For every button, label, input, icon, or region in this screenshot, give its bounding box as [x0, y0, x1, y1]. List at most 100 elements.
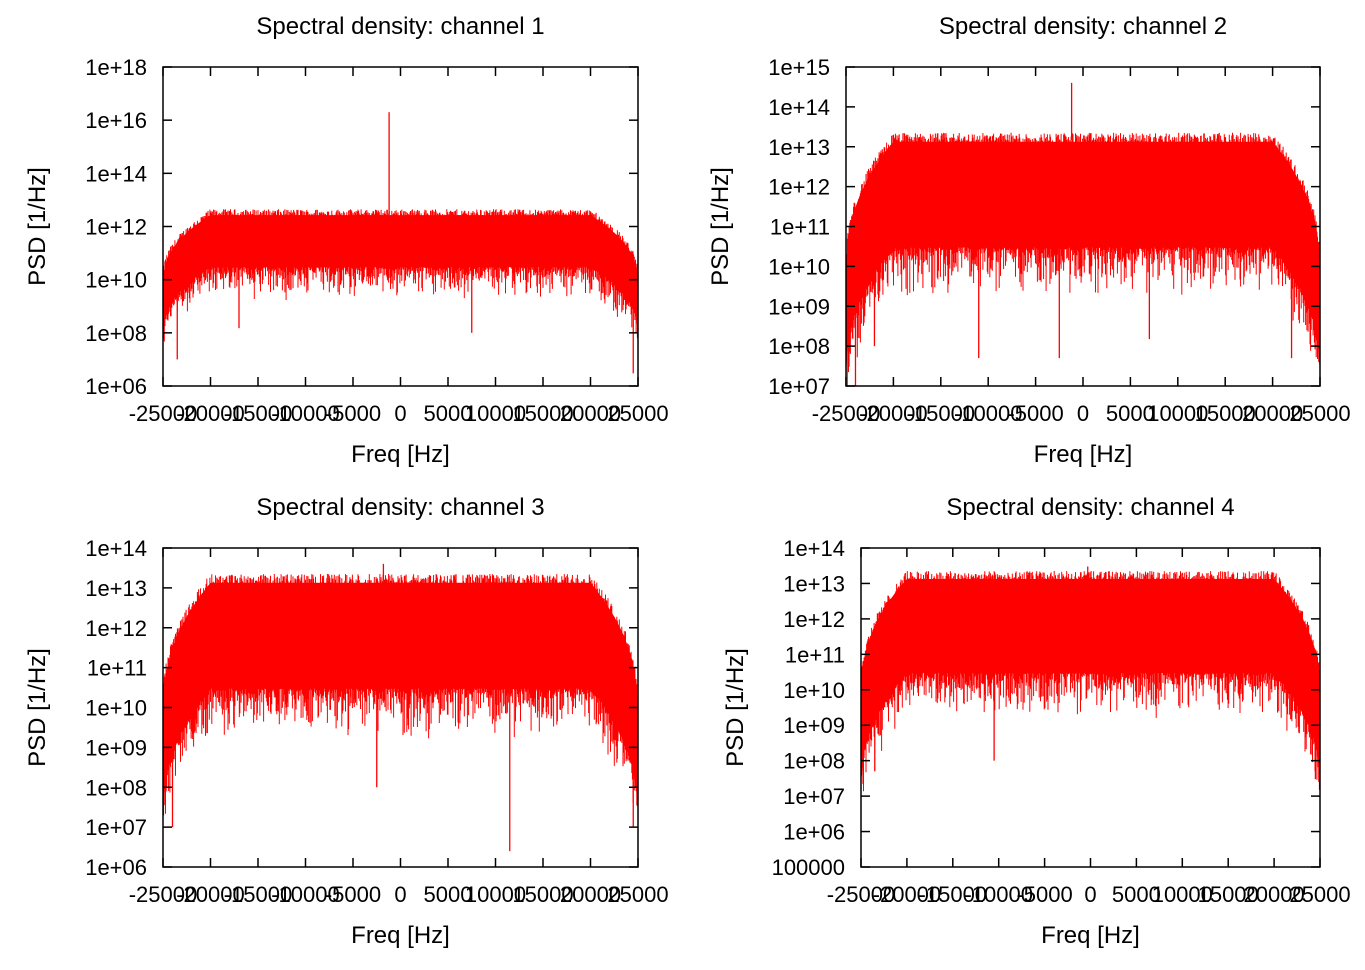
x-axis-label: Freq [Hz] [351, 922, 450, 949]
x-tick-label: 25000 [1289, 401, 1350, 426]
y-tick-label: 1e+08 [85, 321, 147, 346]
x-tick-label: -20000 [176, 401, 245, 426]
chart-title: Spectral density: channel 2 [939, 13, 1227, 40]
x-tick-label: -10000 [271, 401, 340, 426]
x-tick-label: -25000 [827, 882, 896, 907]
x-tick-label: 15000 [512, 882, 573, 907]
x-tick-label: -20000 [859, 401, 928, 426]
y-tick-label: 1e+13 [768, 135, 830, 160]
chart-panel-4: Spectral density: channel 4 Freq [Hz] PSD … [722, 494, 1351, 949]
y-tick-label: 1e+08 [85, 775, 147, 800]
x-tick-label: 0 [1084, 882, 1096, 907]
y-tick-label: 1e+14 [783, 536, 845, 561]
y-tick-label: 1e+09 [768, 294, 830, 319]
chart-panel-3: Spectral density: channel 3 Freq [Hz] PSD … [24, 494, 669, 949]
x-tick-label: -15000 [919, 882, 988, 907]
x-tick-label: 0 [394, 401, 406, 426]
x-tick-label: 0 [394, 882, 406, 907]
y-tick-label: 1e+07 [768, 374, 830, 399]
y-tick-label: 1e+15 [768, 55, 830, 80]
x-tick-label: -25000 [812, 401, 881, 426]
x-tick-label: -15000 [907, 401, 976, 426]
chart-title: Spectral density: channel 1 [256, 13, 544, 40]
y-tick-label: 1e+06 [85, 855, 147, 880]
y-tick-label: 1e+13 [783, 571, 845, 596]
y-tick-label: 1e+12 [768, 175, 830, 200]
x-tick-label: -10000 [954, 401, 1023, 426]
y-tick-label: 1e+09 [783, 713, 845, 738]
y-tick-label: 1e+08 [768, 334, 830, 359]
x-tick-label: -10000 [964, 882, 1033, 907]
x-tick-label: -25000 [129, 882, 198, 907]
x-tick-label: 5000 [424, 401, 473, 426]
psd-noise [845, 132, 1321, 386]
y-tick-label: 1e+10 [783, 678, 845, 703]
y-tick-label: 1e+10 [85, 696, 147, 721]
x-tick-label: 20000 [560, 882, 621, 907]
y-axis-label: PSD [1/Hz] [722, 648, 749, 767]
psd-series [162, 112, 639, 374]
chart-panel-1: Spectral density: channel 1 Freq [Hz] PSD … [24, 13, 669, 468]
y-tick-label: 1e+12 [85, 616, 147, 641]
psd-noise [860, 571, 1321, 803]
y-tick-label: 1e+06 [783, 820, 845, 845]
y-tick-label: 1e+07 [85, 815, 147, 840]
y-axis-label: PSD [1/Hz] [24, 167, 51, 286]
y-tick-label: 100000 [772, 855, 845, 880]
chart-title: Spectral density: channel 4 [946, 494, 1234, 521]
y-tick-label: 1e+10 [85, 268, 147, 293]
chart-panel-2: Spectral density: channel 2 Freq [Hz] PSD … [707, 13, 1351, 468]
psd-noise [162, 573, 639, 850]
x-tick-label: 10000 [465, 401, 526, 426]
x-tick-label: 5000 [1112, 882, 1161, 907]
x-tick-label: 20000 [1242, 401, 1303, 426]
y-tick-label: 1e+10 [768, 254, 830, 279]
chart-title: Spectral density: channel 3 [256, 494, 544, 521]
x-tick-label: -5000 [1007, 401, 1063, 426]
x-tick-label: -5000 [325, 882, 381, 907]
y-axis-label: PSD [1/Hz] [24, 648, 51, 767]
y-tick-label: 1e+18 [85, 55, 147, 80]
x-tick-label: -10000 [271, 882, 340, 907]
x-tick-label: -25000 [129, 401, 198, 426]
x-tick-label: 25000 [1289, 882, 1350, 907]
x-tick-label: -20000 [176, 882, 245, 907]
x-tick-label: -20000 [873, 882, 942, 907]
x-tick-label: 15000 [1198, 882, 1259, 907]
x-tick-label: 5000 [1106, 401, 1155, 426]
x-tick-label: 0 [1077, 401, 1089, 426]
x-axis-label: Freq [Hz] [351, 441, 450, 468]
psd-noise [162, 209, 639, 342]
y-tick-label: 1e+09 [85, 735, 147, 760]
y-tick-label: 1e+14 [85, 536, 147, 561]
y-tick-label: 1e+07 [783, 784, 845, 809]
y-tick-label: 1e+14 [85, 161, 147, 186]
y-tick-label: 1e+11 [770, 215, 830, 240]
y-tick-label: 1e+11 [785, 642, 845, 667]
y-tick-label: 1e+16 [85, 108, 147, 133]
psd-series [845, 82, 1321, 386]
x-tick-label: 10000 [465, 882, 526, 907]
x-tick-label: 10000 [1152, 882, 1213, 907]
x-tick-label: 10000 [1147, 401, 1208, 426]
x-tick-label: 20000 [560, 401, 621, 426]
y-tick-label: 1e+14 [768, 95, 830, 120]
y-tick-label: 1e+08 [783, 749, 845, 774]
x-tick-label: -5000 [325, 401, 381, 426]
y-axis-label: PSD [1/Hz] [707, 167, 734, 286]
x-tick-label: 20000 [1244, 882, 1305, 907]
x-tick-label: 25000 [607, 882, 668, 907]
y-tick-label: 1e+12 [783, 607, 845, 632]
y-tick-label: 1e+06 [85, 374, 147, 399]
x-axis-label: Freq [Hz] [1034, 441, 1133, 468]
x-axis-label: Freq [Hz] [1041, 922, 1140, 949]
y-tick-label: 1e+11 [87, 656, 147, 681]
y-tick-label: 1e+13 [85, 576, 147, 601]
y-tick-label: 1e+12 [85, 215, 147, 240]
psd-series [860, 566, 1321, 803]
x-tick-label: 25000 [607, 401, 668, 426]
x-tick-label: 15000 [1195, 401, 1256, 426]
x-tick-label: -15000 [224, 401, 293, 426]
psd-series [162, 563, 639, 852]
